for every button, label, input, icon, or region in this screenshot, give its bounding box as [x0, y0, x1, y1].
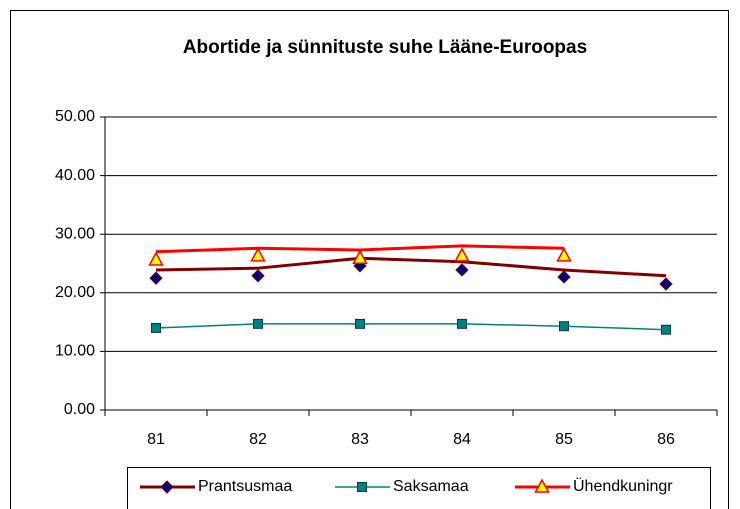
y-tick-label: 50.00 — [55, 108, 95, 125]
series-marker — [251, 269, 265, 283]
series-marker — [559, 321, 569, 332]
series-marker — [659, 277, 673, 291]
y-tick-label: 30.00 — [55, 225, 95, 242]
series-marker — [556, 247, 572, 262]
y-tick-label: 40.00 — [55, 167, 95, 184]
series-marker — [149, 271, 163, 285]
series-marker — [457, 318, 467, 329]
series-marker — [250, 247, 266, 262]
series-line — [155, 323, 667, 331]
series-marker — [455, 263, 469, 277]
y-tick-label: 10.00 — [55, 343, 95, 360]
legend-box — [127, 467, 711, 509]
x-tick-label: 85 — [555, 431, 573, 448]
legend-label: Ühendkuningr — [573, 477, 673, 495]
y-tick-label: 20.00 — [55, 284, 95, 301]
series-marker — [151, 322, 161, 333]
series-line — [155, 256, 667, 278]
chart-title: Abortide ja sünnituste suhe Lääne-Euroop… — [183, 37, 587, 58]
y-tick-label: 0.00 — [64, 401, 95, 418]
series-marker — [661, 324, 671, 335]
x-tick-label: 84 — [453, 431, 471, 448]
legend-marker — [357, 482, 367, 492]
x-tick-label: 83 — [351, 431, 369, 448]
legend-marker — [534, 478, 550, 493]
series-marker — [355, 318, 365, 329]
series-marker — [148, 251, 164, 266]
series-marker — [352, 249, 368, 264]
series-marker — [557, 270, 571, 284]
x-tick-label: 86 — [657, 431, 675, 448]
legend-label: Prantsusmaa — [198, 478, 292, 495]
legend-marker — [160, 480, 174, 494]
series-marker — [253, 318, 263, 329]
x-tick-label: 82 — [249, 431, 267, 448]
legend-label: Saksamaa — [393, 478, 469, 495]
series-marker — [454, 247, 470, 262]
x-tick-label: 81 — [147, 431, 165, 448]
